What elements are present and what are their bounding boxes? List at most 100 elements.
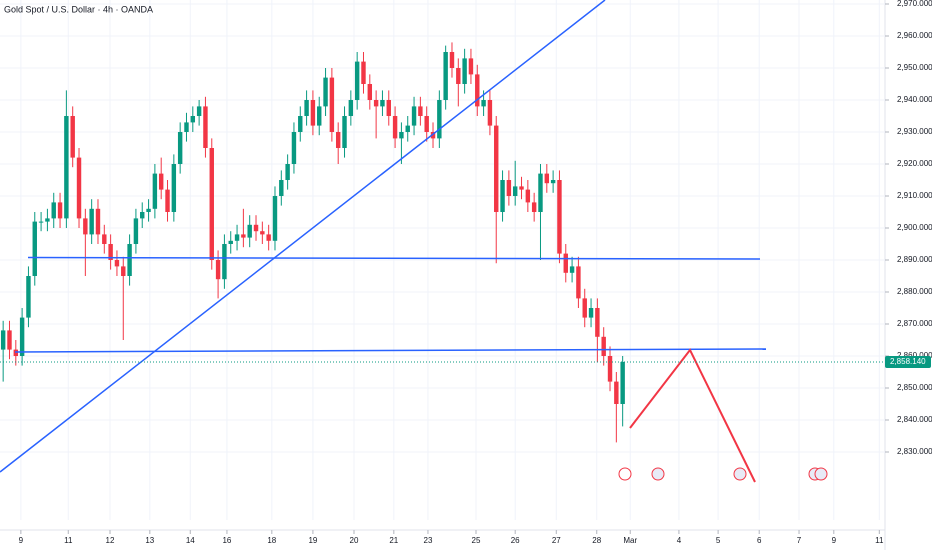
candle-body <box>209 148 214 260</box>
candle-body <box>70 116 75 158</box>
candle-body <box>557 180 562 254</box>
candle-body <box>601 336 606 356</box>
candle-body <box>291 132 297 164</box>
last-price-label: 2,858.140 <box>890 357 926 366</box>
event-icon[interactable] <box>814 467 828 481</box>
x-tick-label: 11 <box>64 536 73 545</box>
y-tick-label: 2,900.000 <box>897 223 932 232</box>
x-tick-label: 27 <box>552 536 561 545</box>
event-icon[interactable] <box>733 467 747 481</box>
candle-body <box>323 77 328 107</box>
candle-body <box>367 84 373 100</box>
x-tick-label: 19 <box>308 536 317 545</box>
candle-body <box>481 100 486 107</box>
candle-body <box>512 186 518 196</box>
candle-body <box>45 218 50 222</box>
candle-body <box>373 100 379 107</box>
candle-body <box>494 125 499 212</box>
x-tick-label: 5 <box>716 536 721 545</box>
x-tick-label: 11 <box>875 536 884 545</box>
candle-body <box>158 173 164 190</box>
y-tick-label: 2,920.000 <box>897 159 932 168</box>
candle-body <box>0 330 6 350</box>
candle-body <box>538 173 543 212</box>
candle-body <box>342 116 347 148</box>
candle-body <box>437 100 442 139</box>
candle-body <box>13 349 19 356</box>
candle-body <box>32 221 37 276</box>
y-tick-label: 2,940.000 <box>897 95 932 104</box>
candle-body <box>165 189 170 212</box>
candle-body <box>607 356 613 382</box>
candle-body <box>304 100 309 116</box>
x-tick-label: 4 <box>677 536 682 545</box>
candle-body <box>146 208 151 212</box>
x-tick-label: 9 <box>832 536 837 545</box>
candle-body <box>386 100 391 116</box>
candle-body <box>506 180 512 196</box>
chart-title: Gold Spot / U.S. Dollar · 4h · OANDA <box>4 4 153 14</box>
candle-body <box>405 125 410 132</box>
candle-body <box>475 74 480 107</box>
candle-body <box>133 218 139 244</box>
x-tick-label: 26 <box>511 536 520 545</box>
candle-body <box>266 234 271 241</box>
event-icon[interactable] <box>618 467 632 481</box>
candle-body <box>595 308 600 337</box>
candle-body <box>456 68 461 84</box>
candle-body <box>26 276 31 318</box>
event-icon[interactable] <box>651 467 665 481</box>
candle-body <box>241 234 246 238</box>
candle-body <box>298 116 303 132</box>
candle-body <box>449 52 455 68</box>
candle-body <box>392 116 398 139</box>
candle-body <box>177 132 183 164</box>
candle-body <box>354 61 360 100</box>
candle-body <box>380 100 385 107</box>
y-tick-label: 2,840.000 <box>897 415 932 424</box>
candle-body <box>228 240 233 244</box>
candle-body <box>335 132 341 148</box>
candle-body <box>7 330 12 350</box>
candle-body <box>171 164 177 212</box>
candle-body <box>550 180 556 184</box>
candle-body <box>443 52 448 100</box>
support-line <box>14 348 767 353</box>
y-tick-label: 2,910.000 <box>897 191 932 200</box>
candle-body <box>614 381 619 404</box>
candle-body <box>544 173 550 184</box>
x-tick-label: 14 <box>186 536 195 545</box>
y-tick-label: 2,880.000 <box>897 287 932 296</box>
candle-body <box>361 61 366 84</box>
candle-body <box>95 208 101 235</box>
y-tick-label: 2,860.000 <box>897 351 932 360</box>
y-tick-label: 2,830.000 <box>897 447 932 456</box>
x-tick-label: 21 <box>389 536 398 545</box>
candle-body <box>563 253 568 273</box>
candle-body <box>418 106 423 116</box>
candle-body <box>38 221 44 223</box>
x-tick-label: 16 <box>222 536 231 545</box>
x-tick-label: 9 <box>19 536 24 545</box>
candle-body <box>468 58 474 75</box>
candle-body <box>234 234 240 241</box>
trend-line <box>0 0 606 473</box>
candle-body <box>576 266 581 299</box>
event-icons <box>618 467 828 481</box>
candle-body <box>519 186 524 190</box>
candle-body <box>190 116 196 123</box>
candle-body <box>310 100 316 126</box>
y-tick-label: 2,890.000 <box>897 255 932 264</box>
candle-body <box>76 157 82 219</box>
candle-body <box>222 244 227 280</box>
candle-body <box>89 208 94 235</box>
candle-body <box>121 266 126 276</box>
candle-body <box>127 244 132 276</box>
x-tick-label: 13 <box>145 536 154 545</box>
candle-body <box>462 58 467 84</box>
candles <box>0 42 625 443</box>
candle-body <box>253 224 259 232</box>
candle-body <box>525 189 531 203</box>
candle-body <box>348 100 354 116</box>
